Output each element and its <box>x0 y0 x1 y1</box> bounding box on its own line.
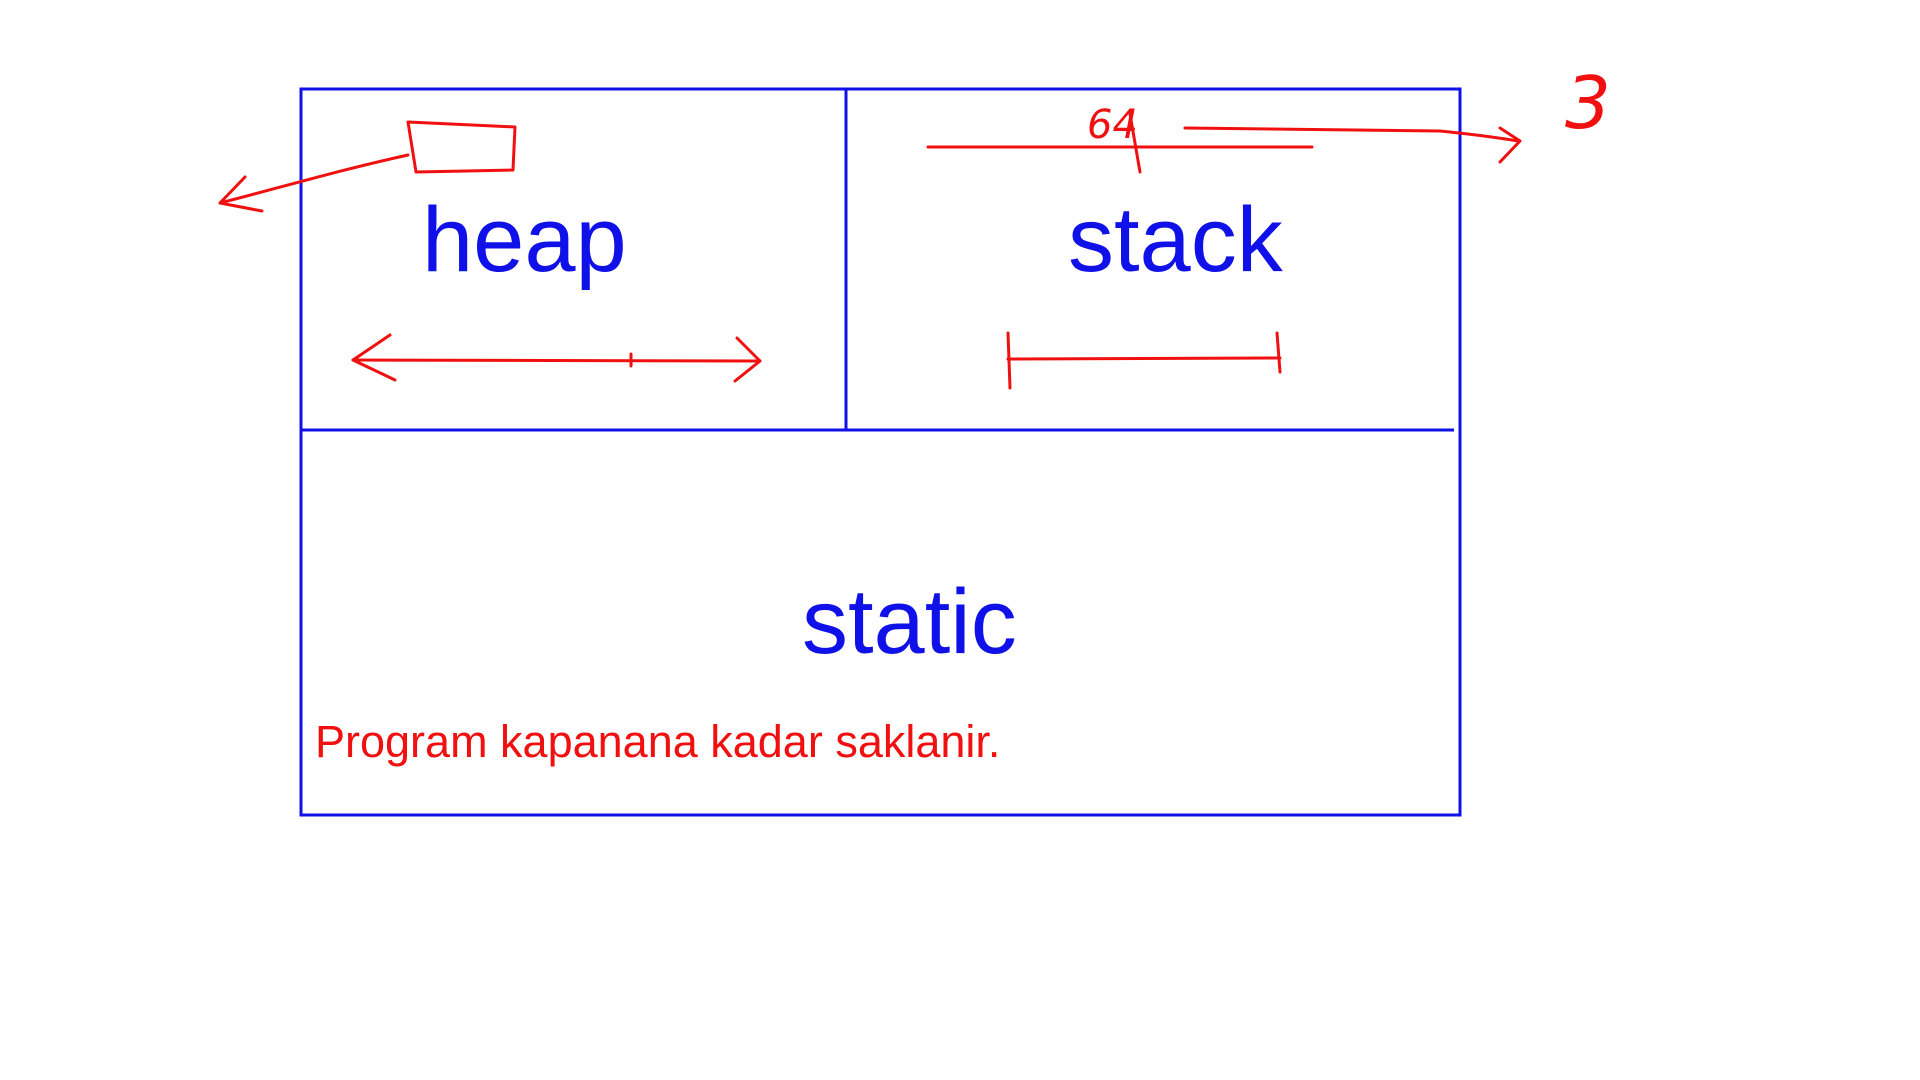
right-handwritten-value: 3 <box>1565 61 1611 145</box>
heap-growth-arrow-line <box>351 358 762 363</box>
memory-box-outline <box>299 87 1462 817</box>
stack-size-bar-right-cap <box>1275 331 1282 374</box>
static-label: static <box>802 571 1017 673</box>
heap-growth-arrow-right-head <box>733 336 762 383</box>
heap-left-arrow-head <box>218 175 264 213</box>
stack-handwritten-value: 64 <box>1087 102 1138 148</box>
heap-block-sketch <box>406 120 517 174</box>
stack-size-bar <box>1006 356 1282 361</box>
stack-label: stack <box>1068 189 1284 291</box>
stack-right-arrow-head <box>1498 126 1522 164</box>
heap-growth-arrow-left-head <box>351 333 397 382</box>
stack-size-bar-left-cap <box>1006 331 1012 390</box>
static-note: Program kapanana kadar saklanir. <box>315 716 1000 767</box>
heap-left-arrow-line <box>218 153 410 205</box>
stack-value-underline-mark <box>1128 112 1142 174</box>
heap-label: heap <box>422 189 627 291</box>
stack-right-arrow-line <box>1183 126 1520 143</box>
